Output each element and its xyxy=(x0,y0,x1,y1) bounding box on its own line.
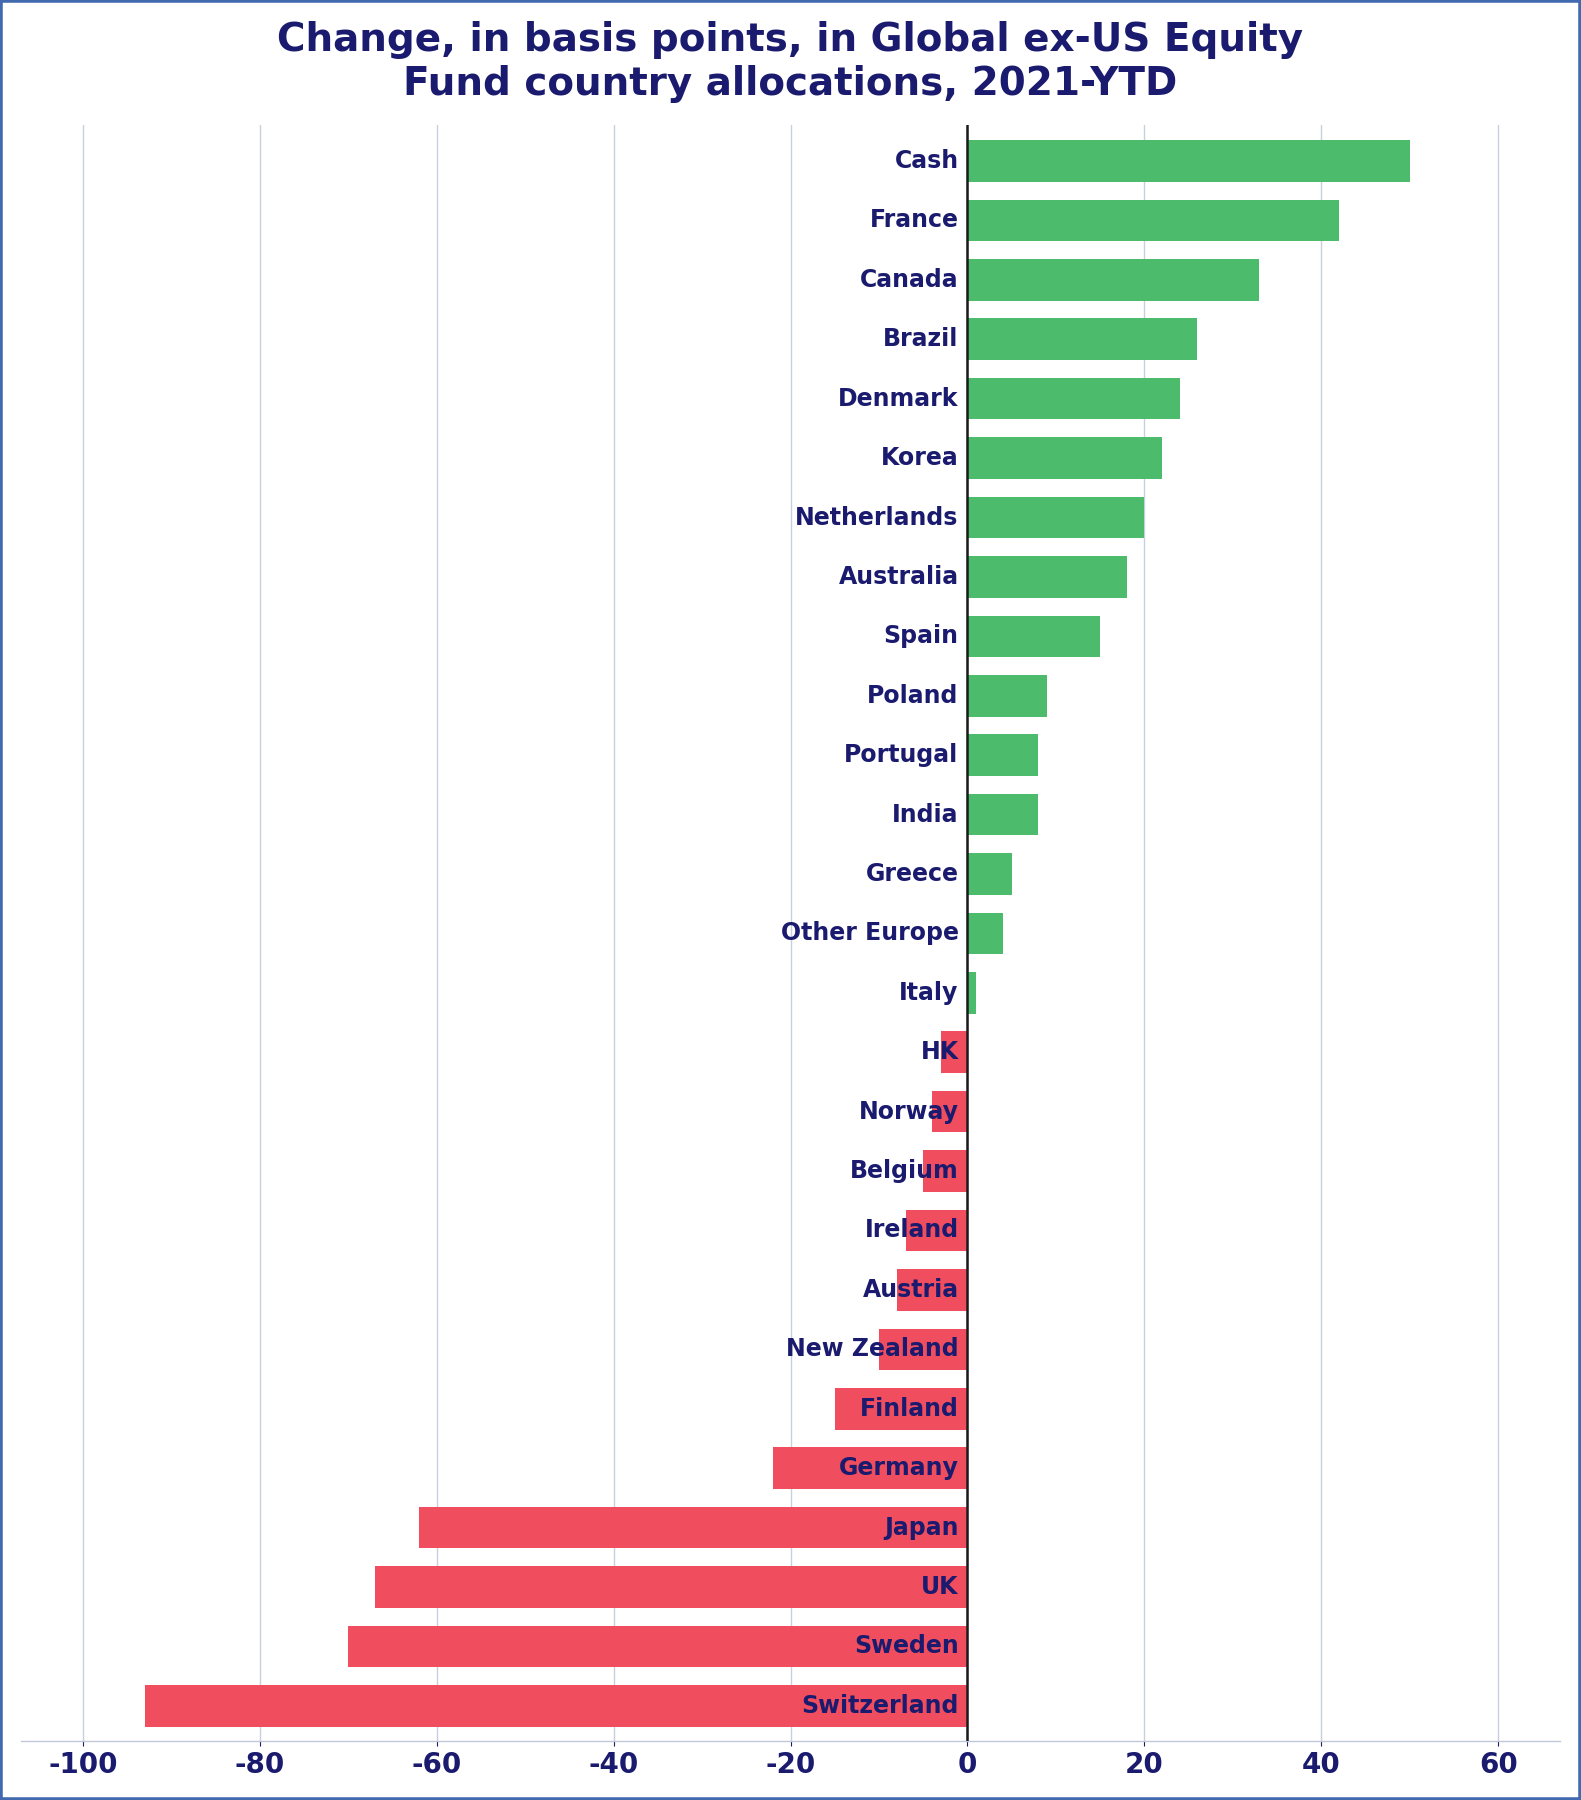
Text: Korea: Korea xyxy=(881,446,958,470)
Text: Other Europe: Other Europe xyxy=(781,922,958,945)
Title: Change, in basis points, in Global ex-US Equity
Fund country allocations, 2021-Y: Change, in basis points, in Global ex-US… xyxy=(277,22,1304,103)
Bar xyxy=(906,1210,968,1251)
Bar xyxy=(923,1150,968,1192)
Text: Ireland: Ireland xyxy=(865,1219,958,1242)
Text: Denmark: Denmark xyxy=(838,387,958,410)
Bar xyxy=(968,378,1179,419)
Bar xyxy=(968,497,1145,538)
Text: Brazil: Brazil xyxy=(884,328,958,351)
Text: Poland: Poland xyxy=(868,684,958,707)
Text: Portugal: Portugal xyxy=(844,743,958,767)
Bar xyxy=(968,437,1162,479)
Bar xyxy=(968,734,1039,776)
Text: Japan: Japan xyxy=(884,1516,958,1539)
Text: Cash: Cash xyxy=(895,149,958,173)
Bar xyxy=(968,913,1002,954)
Text: Australia: Australia xyxy=(838,565,958,589)
Bar xyxy=(375,1566,968,1607)
Bar xyxy=(968,794,1039,835)
Bar xyxy=(968,200,1339,241)
Text: Switzerland: Switzerland xyxy=(802,1694,958,1717)
Bar xyxy=(968,259,1260,301)
Text: Austria: Austria xyxy=(863,1278,958,1301)
Bar xyxy=(968,972,977,1013)
Text: Finland: Finland xyxy=(860,1397,958,1420)
Bar xyxy=(348,1625,968,1667)
Bar xyxy=(968,319,1197,360)
Text: Canada: Canada xyxy=(860,268,958,292)
Text: France: France xyxy=(870,209,958,232)
Text: Netherlands: Netherlands xyxy=(795,506,958,529)
Bar xyxy=(933,1091,968,1132)
Text: Greece: Greece xyxy=(865,862,958,886)
Text: Sweden: Sweden xyxy=(854,1634,958,1658)
Bar xyxy=(968,675,1047,716)
Text: New Zealand: New Zealand xyxy=(786,1337,958,1361)
Bar xyxy=(968,616,1100,657)
Bar xyxy=(968,853,1012,895)
Bar xyxy=(773,1447,968,1489)
Bar xyxy=(896,1269,968,1310)
Text: HK: HK xyxy=(920,1040,958,1064)
Bar xyxy=(879,1328,968,1370)
Text: UK: UK xyxy=(922,1575,958,1598)
Bar xyxy=(968,556,1127,598)
Bar xyxy=(968,140,1410,182)
Text: Germany: Germany xyxy=(838,1456,958,1480)
Text: Belgium: Belgium xyxy=(851,1159,958,1183)
Text: Spain: Spain xyxy=(884,625,958,648)
Bar xyxy=(835,1388,968,1429)
Text: Norway: Norway xyxy=(858,1100,958,1123)
Bar xyxy=(419,1507,968,1548)
Bar xyxy=(941,1031,968,1073)
Bar xyxy=(145,1685,968,1726)
Text: India: India xyxy=(892,803,958,826)
Text: Italy: Italy xyxy=(900,981,958,1004)
